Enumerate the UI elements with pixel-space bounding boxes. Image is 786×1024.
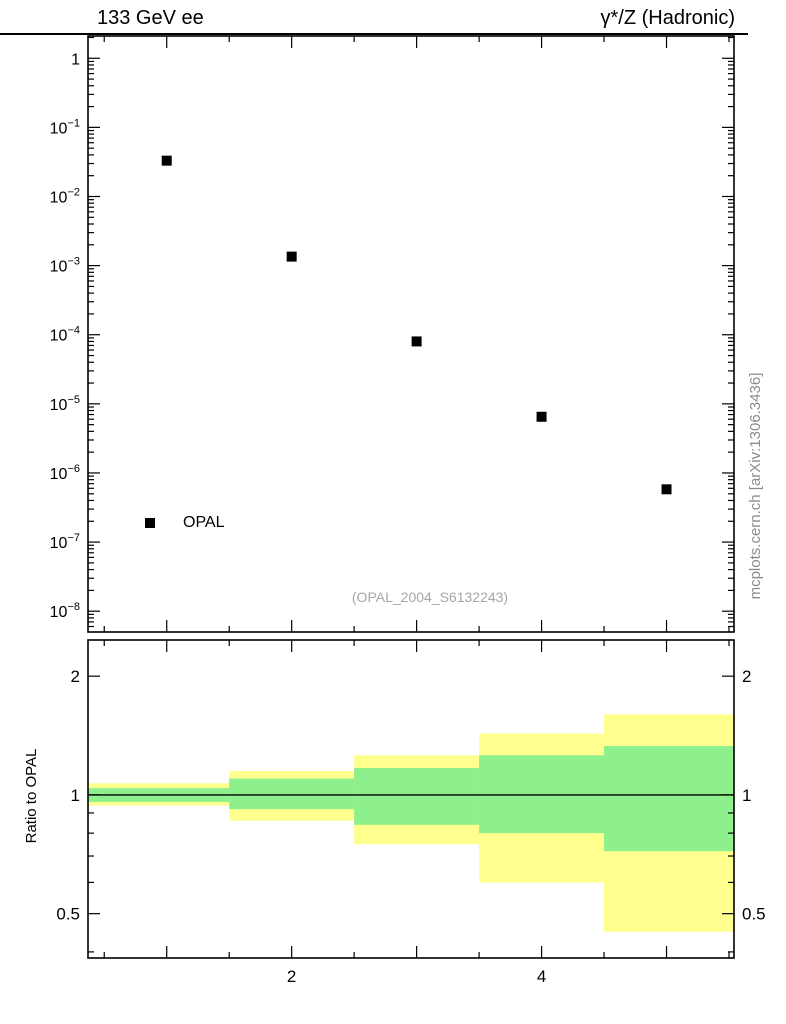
source-side-label: mcplots.cern.ch [arXiv:1306.3436] (747, 372, 764, 600)
ratio-y-axis-label: Ratio to OPAL (23, 748, 40, 844)
main-ytick-label: 10−5 (50, 394, 80, 414)
ratio-band-stat-bin4 (604, 746, 734, 852)
ratio-ytick-label-left: 0.5 (56, 905, 80, 924)
data-point-3 (536, 411, 547, 422)
main-ytick-label: 10−7 (50, 532, 80, 552)
data-point-2 (411, 336, 422, 347)
header-rule (0, 33, 748, 35)
main-panel-frame (87, 35, 735, 633)
ratio-ytick-label-right: 1 (742, 786, 751, 805)
main-ytick-label: 10−4 (50, 325, 80, 345)
xtick-label: 2 (287, 967, 296, 986)
main-ytick-label: 10−2 (50, 187, 80, 207)
data-point-4 (661, 484, 672, 495)
plot-title-left: 133 GeV ee (97, 7, 204, 29)
analysis-watermark: (OPAL_2004_S6132243) (351, 589, 509, 605)
legend-label: OPAL (183, 514, 225, 531)
ratio-ytick-label-left: 2 (71, 667, 80, 686)
ratio-band-stat-bin2 (354, 768, 480, 825)
ratio-ytick-label-right: 2 (742, 667, 751, 686)
main-ytick-label: 1 (71, 51, 80, 68)
ratio-ytick-label-left: 1 (71, 786, 80, 805)
data-point-0 (161, 155, 172, 166)
ratio-ytick-label-right: 0.5 (742, 905, 766, 924)
legend-marker-square (145, 518, 155, 528)
main-ytick-label: 10−6 (50, 463, 80, 483)
ratio-band-stat-bin1 (229, 778, 355, 810)
main-ytick-label: 10−3 (50, 256, 80, 276)
main-ytick-label: 10−1 (50, 117, 80, 137)
xtick-label: 4 (537, 967, 546, 986)
main-ytick-label: 10−8 (50, 601, 80, 621)
data-point-1 (286, 251, 297, 262)
plot-title-right: γ*/Z (Hadronic) (600, 7, 735, 29)
ratio-panel-frame (87, 639, 735, 959)
legend: OPAL (145, 514, 225, 532)
